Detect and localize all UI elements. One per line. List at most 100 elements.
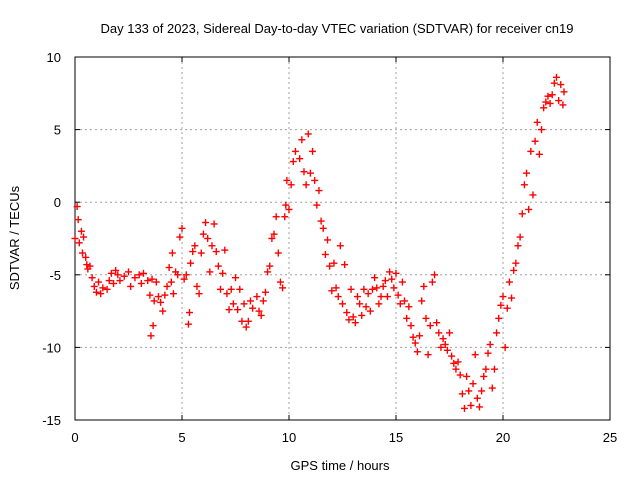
data-point xyxy=(149,322,157,330)
data-point xyxy=(178,224,186,232)
data-point xyxy=(208,242,216,250)
data-point xyxy=(431,271,439,279)
data-point xyxy=(225,306,233,314)
data-point xyxy=(257,311,265,319)
data-point xyxy=(349,313,357,321)
data-point xyxy=(339,300,346,308)
data-point xyxy=(195,290,203,298)
data-point xyxy=(505,278,513,286)
data-point xyxy=(375,300,383,308)
data-point xyxy=(469,380,477,388)
data-point xyxy=(300,168,308,176)
data-point xyxy=(77,227,85,235)
data-point xyxy=(420,282,428,290)
data-point xyxy=(450,359,458,367)
data-point xyxy=(80,233,88,241)
data-point xyxy=(276,278,284,286)
data-point xyxy=(484,349,492,357)
data-point xyxy=(242,323,250,331)
y-tick-label: 10 xyxy=(47,50,61,65)
data-point xyxy=(435,329,443,337)
data-point xyxy=(508,294,516,302)
data-point xyxy=(127,282,135,290)
data-point xyxy=(212,248,220,256)
data-point xyxy=(364,290,372,298)
x-tick-label: 15 xyxy=(389,430,403,445)
data-point xyxy=(497,301,505,309)
data-point xyxy=(405,303,413,311)
data-point xyxy=(527,147,535,155)
data-point xyxy=(197,249,205,257)
data-point xyxy=(371,274,379,282)
data-point xyxy=(313,201,321,209)
data-point xyxy=(88,274,96,282)
data-point xyxy=(105,277,113,285)
data-point xyxy=(165,264,173,272)
data-point xyxy=(441,340,449,348)
data-point xyxy=(266,262,274,270)
data-point xyxy=(486,340,494,348)
data-point xyxy=(95,278,103,286)
x-tick-label: 0 xyxy=(71,430,78,445)
data-point xyxy=(503,304,511,312)
data-point xyxy=(191,242,199,250)
data-point xyxy=(544,92,552,100)
data-point xyxy=(448,352,456,360)
data-point xyxy=(78,249,86,257)
data-point xyxy=(268,235,276,242)
data-point xyxy=(289,158,297,166)
data-point xyxy=(553,73,560,81)
data-point xyxy=(388,275,396,283)
data-point xyxy=(520,181,528,189)
data-point xyxy=(493,329,501,337)
data-point xyxy=(531,137,539,145)
data-point xyxy=(240,300,248,308)
data-point xyxy=(353,293,361,301)
y-axis-label: SDTVAR / TECUs xyxy=(7,185,22,290)
data-point xyxy=(557,81,565,89)
x-tick-label: 25 xyxy=(603,430,617,445)
grid-layer xyxy=(75,57,610,420)
data-point xyxy=(214,262,222,270)
data-point xyxy=(97,290,105,298)
data-point xyxy=(458,390,466,398)
data-point xyxy=(210,220,218,228)
y-tick-label: -15 xyxy=(42,413,61,428)
data-point xyxy=(482,365,490,373)
data-point xyxy=(475,403,483,411)
data-points xyxy=(71,73,568,412)
data-point xyxy=(103,285,111,293)
data-point xyxy=(548,91,556,99)
data-point xyxy=(176,233,184,241)
data-point xyxy=(456,371,464,379)
data-point xyxy=(137,280,145,288)
data-point xyxy=(90,282,98,290)
data-point xyxy=(152,278,160,286)
data-point xyxy=(139,269,147,277)
data-point xyxy=(471,351,479,359)
data-point xyxy=(184,320,192,328)
data-point xyxy=(219,269,227,277)
data-point xyxy=(291,147,299,155)
data-point xyxy=(514,242,522,250)
y-tick-label: 5 xyxy=(54,123,61,138)
data-point xyxy=(418,297,426,305)
data-point xyxy=(495,314,503,322)
data-point xyxy=(392,269,400,277)
data-point xyxy=(154,293,162,301)
data-point xyxy=(478,387,486,395)
data-point xyxy=(336,242,344,250)
data-point xyxy=(169,290,177,298)
data-point xyxy=(523,169,531,177)
data-point xyxy=(341,261,349,269)
data-point xyxy=(150,297,158,305)
data-point xyxy=(281,213,289,221)
data-point xyxy=(499,293,507,301)
data-point xyxy=(270,230,278,238)
data-point xyxy=(92,288,100,296)
data-point xyxy=(296,155,304,163)
data-point xyxy=(287,181,295,189)
data-point xyxy=(174,271,182,279)
data-point xyxy=(148,275,156,283)
